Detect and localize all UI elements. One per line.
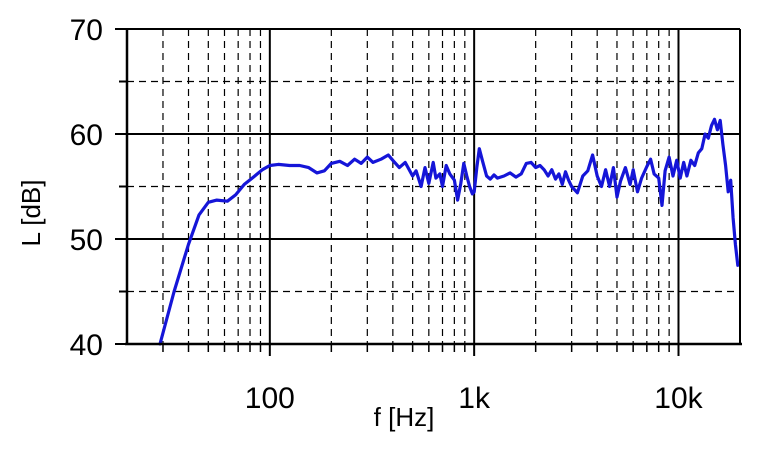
y-tick-label: 70 — [70, 14, 103, 47]
y-tick-label: 50 — [70, 224, 103, 257]
y-tick-label: 40 — [70, 329, 103, 362]
x-tick-label: 10k — [654, 382, 703, 415]
x-axis-title: f [Hz] — [374, 402, 435, 432]
grid-lines — [127, 29, 740, 344]
y-axis-title: L [dB] — [16, 180, 46, 247]
x-tick-label: 100 — [245, 382, 295, 415]
response-curve-line — [158, 117, 740, 346]
axis-ticks — [115, 28, 680, 356]
response-curve-layer — [158, 117, 740, 346]
y-tick-label: 60 — [70, 119, 103, 152]
tick-labels: 100 1k 10k 40 50 60 70 — [70, 14, 704, 415]
x-tick-label: 1k — [458, 382, 491, 415]
